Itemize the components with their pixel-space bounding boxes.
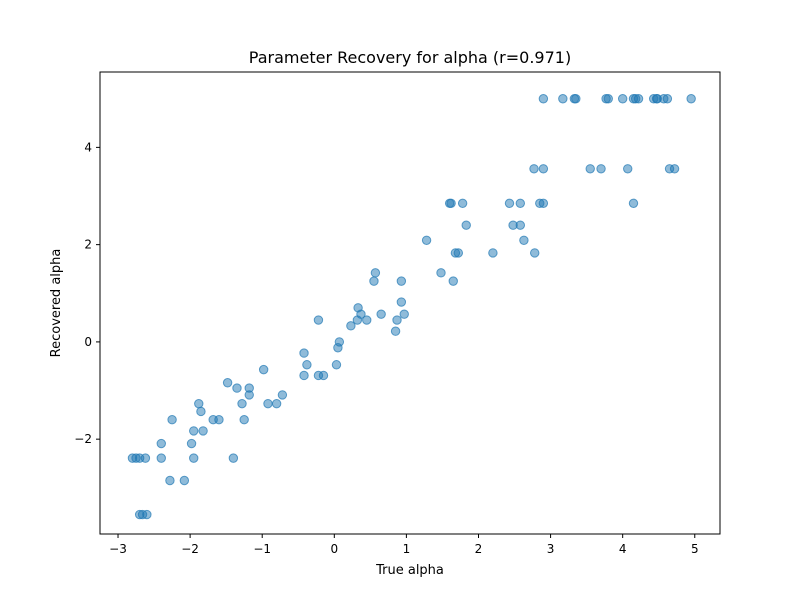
data-point	[585, 164, 595, 174]
x-tick-label: 3	[547, 542, 555, 556]
data-point	[558, 94, 568, 104]
data-point	[165, 475, 175, 486]
data-point	[623, 164, 633, 174]
data-point	[399, 309, 409, 319]
data-point	[529, 164, 539, 174]
data-point	[140, 453, 151, 463]
data-point	[376, 309, 386, 319]
data-point	[156, 438, 166, 449]
data-point	[302, 360, 312, 370]
data-point	[362, 315, 372, 325]
data-point	[232, 383, 242, 393]
x-axis: −3 −2 −1 0 1 2 3 4 5	[109, 534, 699, 556]
data-point	[669, 164, 680, 174]
chart-title: Parameter Recovery for alpha (r=0.971)	[249, 48, 571, 67]
data-point	[263, 398, 273, 409]
data-point	[396, 276, 407, 286]
x-tick-label: 2	[475, 542, 483, 556]
data-point	[222, 378, 233, 388]
data-point	[194, 398, 204, 409]
data-point	[596, 164, 606, 174]
data-point	[179, 475, 190, 486]
data-point	[436, 268, 446, 278]
plot-area	[99, 71, 721, 535]
y-tick-label: 0	[84, 335, 92, 349]
data-point	[356, 309, 366, 319]
data-point	[167, 415, 177, 425]
data-point	[370, 268, 381, 278]
x-axis-label: True alpha	[375, 563, 444, 578]
data-point	[421, 235, 432, 245]
data-point	[299, 370, 309, 381]
data-point	[515, 220, 526, 230]
data-point	[662, 94, 673, 104]
data-point	[237, 398, 247, 409]
y-tick-label: 4	[84, 140, 92, 154]
data-point	[603, 94, 613, 104]
data-point	[228, 453, 239, 463]
y-tick-label: −2	[74, 432, 92, 446]
data-point	[239, 415, 249, 425]
y-axis: −2 0 2 4	[74, 140, 100, 446]
data-point	[519, 235, 529, 245]
x-tick-label: −2	[181, 542, 199, 556]
data-point	[196, 406, 206, 417]
y-axis-label: Recovered alpha	[49, 249, 64, 358]
data-point	[530, 248, 540, 258]
data-point	[571, 94, 581, 104]
x-tick-label: 1	[403, 542, 411, 556]
data-point	[686, 94, 696, 104]
data-point	[186, 438, 197, 449]
data-point	[318, 370, 329, 381]
y-tick-label: 2	[84, 238, 92, 252]
data-point	[453, 248, 464, 258]
data-point	[156, 453, 166, 463]
data-point	[277, 390, 288, 400]
data-point	[461, 220, 471, 230]
x-tick-label: 5	[691, 542, 699, 556]
data-point	[271, 398, 282, 409]
data-point	[392, 315, 402, 325]
data-point	[617, 94, 628, 104]
data-point	[538, 164, 549, 174]
data-point	[538, 94, 549, 104]
data-point	[189, 453, 199, 463]
data-point	[628, 198, 639, 209]
data-point	[448, 276, 458, 286]
data-point	[244, 390, 254, 400]
data-point	[446, 198, 456, 209]
x-tick-label: 0	[330, 542, 338, 556]
data-point	[334, 337, 345, 347]
x-tick-label: 4	[619, 542, 627, 556]
data-point	[390, 326, 401, 336]
data-point	[457, 198, 468, 209]
data-point	[515, 198, 526, 209]
data-point	[299, 348, 309, 358]
x-tick-label: −3	[109, 542, 127, 556]
data-point	[258, 364, 269, 375]
data-point	[633, 94, 644, 104]
data-point	[189, 426, 199, 436]
data-point	[396, 297, 407, 307]
data-points	[127, 94, 696, 520]
data-point	[504, 198, 515, 209]
data-point	[331, 360, 342, 370]
data-point	[198, 426, 208, 436]
data-point	[142, 509, 152, 520]
data-point	[369, 276, 379, 286]
x-tick-label: −1	[253, 542, 271, 556]
data-point	[346, 321, 356, 331]
data-point	[488, 248, 498, 258]
data-point	[214, 415, 224, 425]
data-point	[313, 315, 324, 325]
data-point	[538, 198, 549, 209]
